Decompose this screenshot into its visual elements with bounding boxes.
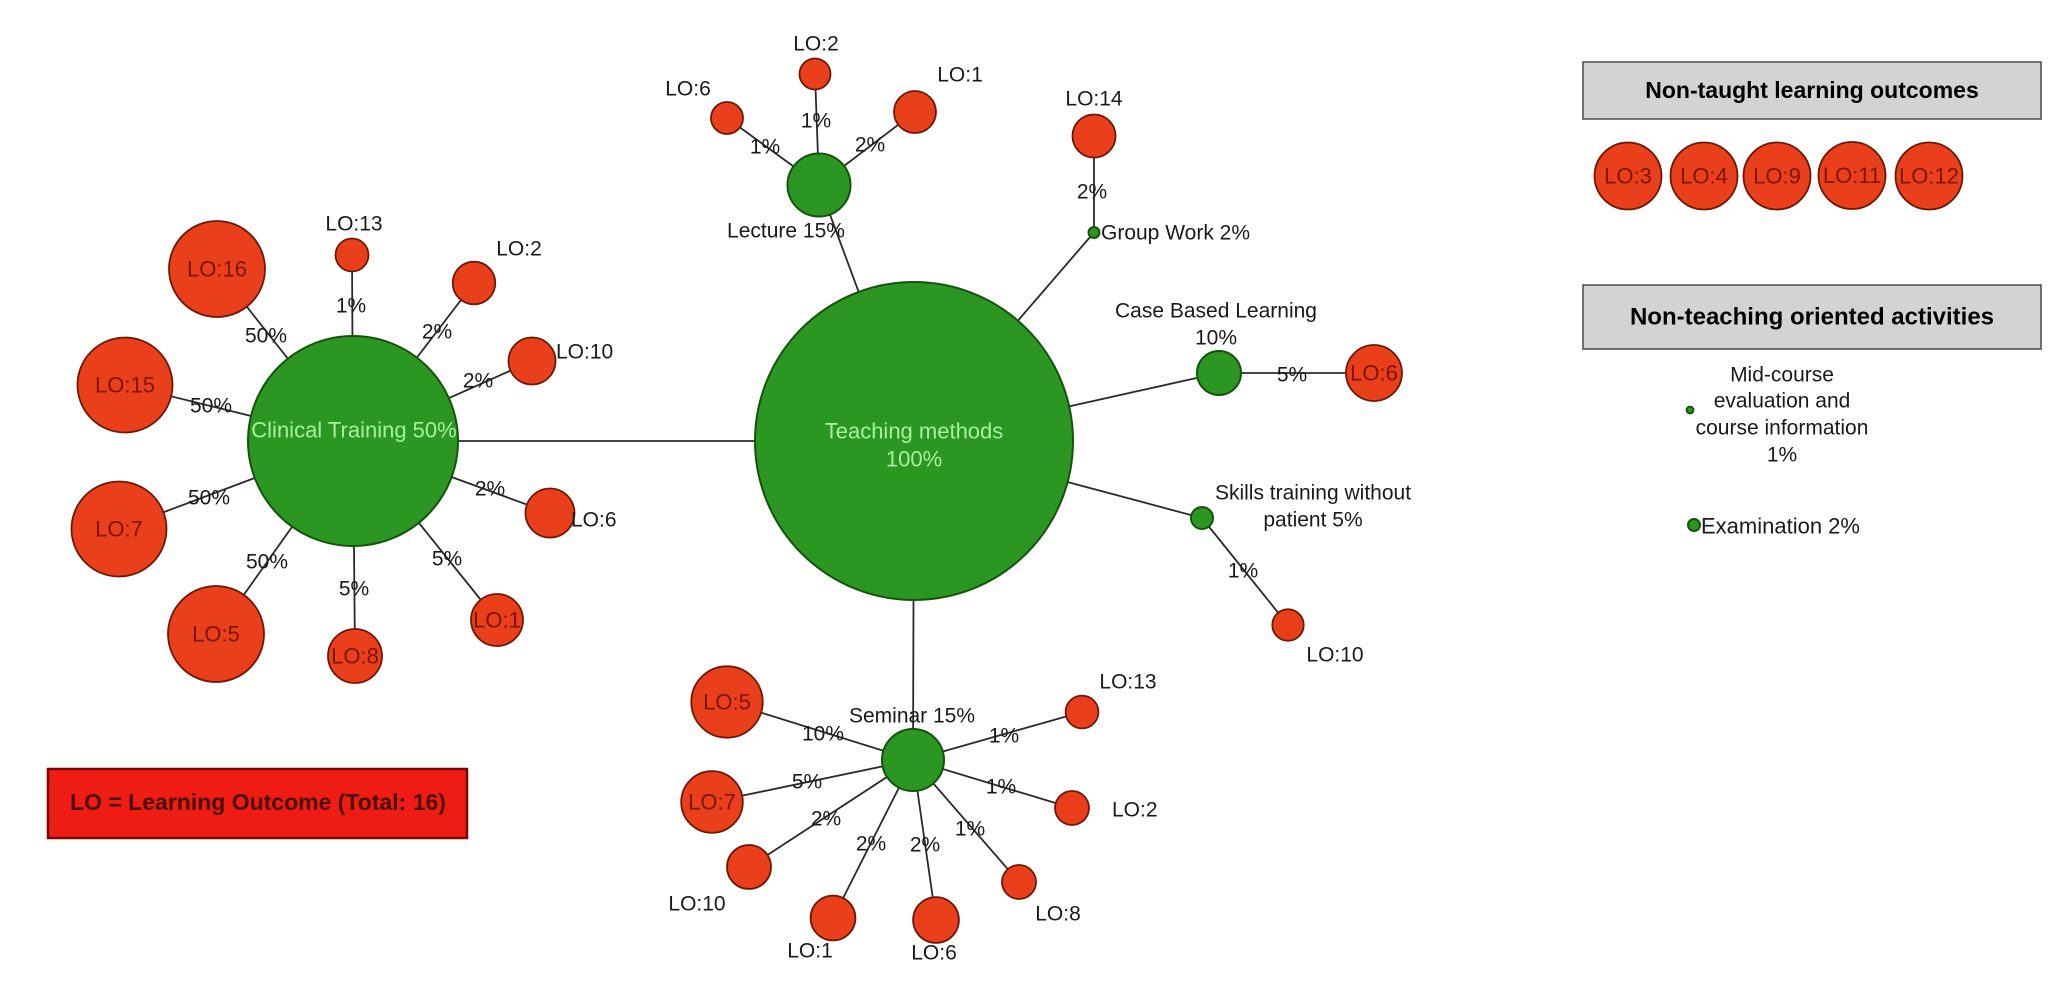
svg-text:10%: 10% bbox=[1195, 327, 1237, 350]
svg-text:LO:1: LO:1 bbox=[937, 64, 983, 87]
svg-text:Group Work 2%: Group Work 2% bbox=[1101, 222, 1250, 245]
svg-text:LO:3: LO:3 bbox=[1604, 164, 1652, 189]
svg-text:10%: 10% bbox=[802, 723, 844, 746]
svg-text:LO:14: LO:14 bbox=[1065, 88, 1123, 111]
svg-text:50%: 50% bbox=[245, 325, 287, 348]
svg-text:LO:2: LO:2 bbox=[496, 238, 542, 261]
svg-text:100%: 100% bbox=[886, 447, 942, 472]
svg-text:50%: 50% bbox=[246, 551, 288, 574]
svg-text:LO:15: LO:15 bbox=[95, 373, 155, 398]
svg-text:Mid-course: Mid-course bbox=[1730, 364, 1834, 387]
svg-text:1%: 1% bbox=[801, 110, 831, 133]
svg-text:Non-teaching oriented activiti: Non-teaching oriented activities bbox=[1630, 304, 1994, 331]
svg-text:2%: 2% bbox=[1077, 181, 1107, 204]
svg-text:5%: 5% bbox=[792, 771, 822, 794]
svg-text:LO:6: LO:6 bbox=[1350, 361, 1398, 386]
svg-text:patient 5%: patient 5% bbox=[1263, 509, 1362, 532]
svg-text:1%: 1% bbox=[750, 136, 780, 159]
svg-text:LO:7: LO:7 bbox=[95, 517, 143, 542]
svg-text:LO:12: LO:12 bbox=[1899, 164, 1959, 189]
svg-text:50%: 50% bbox=[190, 395, 232, 418]
svg-text:Seminar 15%: Seminar 15% bbox=[849, 705, 975, 728]
svg-text:LO:10: LO:10 bbox=[556, 341, 613, 364]
svg-text:LO:6: LO:6 bbox=[571, 509, 617, 532]
svg-text:2%: 2% bbox=[856, 833, 886, 856]
svg-text:LO:5: LO:5 bbox=[703, 690, 751, 715]
svg-text:5%: 5% bbox=[339, 578, 369, 601]
svg-text:Case Based Learning: Case Based Learning bbox=[1115, 300, 1317, 323]
svg-text:5%: 5% bbox=[1277, 364, 1307, 387]
svg-text:2%: 2% bbox=[910, 834, 940, 857]
svg-text:LO:5: LO:5 bbox=[192, 622, 240, 647]
svg-text:LO:6: LO:6 bbox=[665, 78, 711, 101]
svg-text:LO:2: LO:2 bbox=[1112, 799, 1158, 822]
svg-text:2%: 2% bbox=[422, 321, 452, 344]
svg-text:2%: 2% bbox=[855, 134, 885, 157]
svg-text:5%: 5% bbox=[432, 548, 462, 571]
svg-text:LO:13: LO:13 bbox=[325, 213, 382, 236]
svg-text:Lecture 15%: Lecture 15% bbox=[727, 220, 845, 243]
svg-text:LO:6: LO:6 bbox=[911, 942, 957, 965]
svg-text:LO:4: LO:4 bbox=[1680, 164, 1728, 189]
svg-text:Skills training without: Skills training without bbox=[1215, 482, 1411, 505]
svg-text:1%: 1% bbox=[1228, 560, 1258, 583]
svg-text:LO:10: LO:10 bbox=[1306, 644, 1363, 667]
svg-text:LO:10: LO:10 bbox=[668, 893, 725, 916]
svg-text:LO:8: LO:8 bbox=[331, 644, 379, 669]
svg-text:2%: 2% bbox=[811, 808, 841, 831]
svg-text:LO:1: LO:1 bbox=[787, 940, 833, 963]
svg-text:1%: 1% bbox=[1767, 444, 1797, 467]
svg-text:LO:7: LO:7 bbox=[688, 790, 736, 815]
svg-text:1%: 1% bbox=[955, 818, 985, 841]
svg-text:LO = Learning Outcome (Total:: LO = Learning Outcome (Total: 16) bbox=[70, 789, 446, 815]
svg-text:LO:9: LO:9 bbox=[1753, 164, 1801, 189]
svg-text:1%: 1% bbox=[989, 725, 1019, 748]
svg-text:2%: 2% bbox=[475, 478, 505, 501]
svg-text:evaluation and: evaluation and bbox=[1714, 390, 1851, 413]
svg-text:LO:2: LO:2 bbox=[793, 33, 839, 56]
svg-text:LO:11: LO:11 bbox=[1823, 163, 1881, 188]
svg-text:50%: 50% bbox=[188, 487, 230, 510]
svg-text:1%: 1% bbox=[336, 295, 366, 318]
svg-text:Examination 2%: Examination 2% bbox=[1701, 514, 1860, 539]
svg-text:Clinical Training 50%: Clinical Training 50% bbox=[251, 418, 456, 443]
svg-text:Non-taught learning outcomes: Non-taught learning outcomes bbox=[1645, 77, 1979, 103]
svg-text:Teaching methods: Teaching methods bbox=[825, 419, 1004, 444]
svg-text:LO:16: LO:16 bbox=[187, 257, 247, 282]
svg-text:2%: 2% bbox=[463, 370, 493, 393]
svg-text:LO:1: LO:1 bbox=[473, 608, 521, 633]
svg-text:LO:8: LO:8 bbox=[1035, 903, 1081, 926]
svg-text:1%: 1% bbox=[986, 776, 1016, 799]
svg-text:course information: course information bbox=[1696, 417, 1869, 440]
svg-text:LO:13: LO:13 bbox=[1099, 671, 1156, 694]
